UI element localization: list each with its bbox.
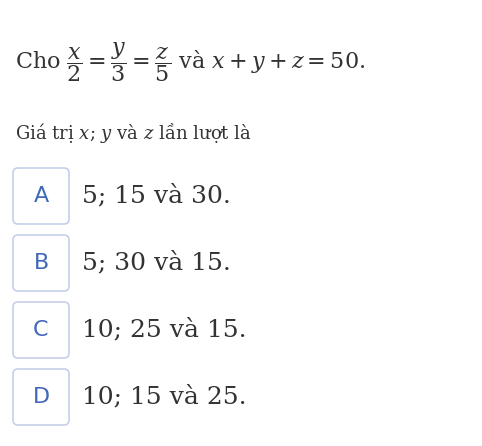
FancyBboxPatch shape (13, 235, 69, 291)
Text: 10; 15 và 25.: 10; 15 và 25. (82, 385, 247, 409)
Text: B: B (33, 253, 49, 273)
Text: 5; 30 và 15.: 5; 30 và 15. (82, 251, 231, 275)
Text: D: D (32, 387, 50, 407)
Text: Giá trị $x$; $y$ và $z$ lần lượt là: Giá trị $x$; $y$ và $z$ lần lượt là (15, 121, 252, 145)
FancyBboxPatch shape (13, 168, 69, 224)
Text: 5; 15 và 30.: 5; 15 và 30. (82, 184, 231, 208)
FancyBboxPatch shape (13, 369, 69, 425)
FancyBboxPatch shape (13, 302, 69, 358)
Text: C: C (33, 320, 49, 340)
Text: Cho $\dfrac{x}{2} = \dfrac{y}{3} = \dfrac{z}{5}$ và $x + y + z = 50.$: Cho $\dfrac{x}{2} = \dfrac{y}{3} = \dfra… (15, 40, 365, 84)
Text: A: A (33, 186, 49, 206)
Text: 10; 25 và 15.: 10; 25 và 15. (82, 318, 247, 342)
